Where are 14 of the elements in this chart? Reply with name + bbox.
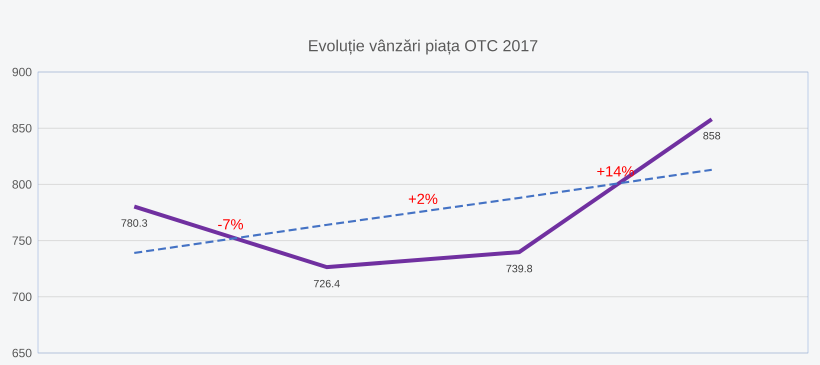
- data-label: 739.8: [506, 264, 532, 272]
- y-tick-label: 700: [12, 292, 32, 302]
- y-tick-label: 650: [12, 348, 32, 358]
- annotation: +2%: [408, 194, 438, 204]
- data-label: 858: [703, 132, 720, 140]
- y-tick-label: 750: [12, 236, 32, 245]
- chart-title: Evoluție vânzări piața OTC 2017: [309, 39, 538, 55]
- y-tick-label: 800: [12, 180, 32, 189]
- data-label: 780.3: [121, 219, 148, 227]
- y-tick-label: 850: [12, 124, 32, 132]
- data-label: 726.4: [314, 280, 340, 288]
- y-tick-label: 900: [12, 68, 32, 76]
- annotation: +14%: [597, 166, 634, 176]
- annotation: -7%: [218, 219, 244, 230]
